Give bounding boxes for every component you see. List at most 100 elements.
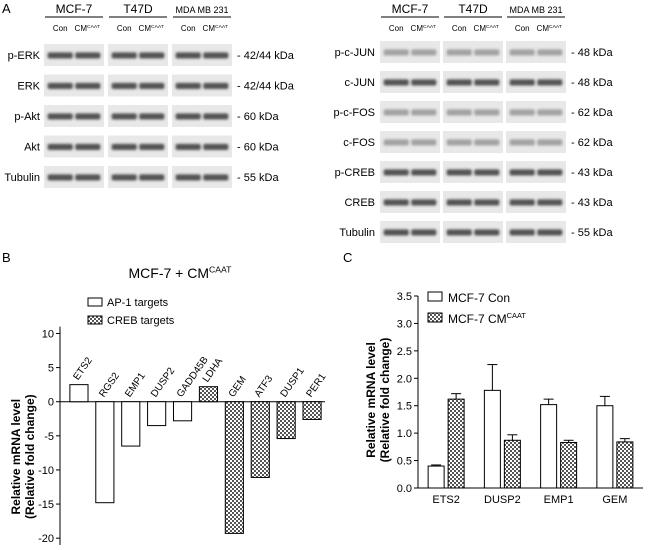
chart-b-bar: [276, 401, 296, 440]
cell-line-label: MCF-7: [392, 2, 429, 16]
panel-letter-a: A: [2, 1, 11, 16]
lane-label: CMCAAT: [537, 24, 562, 33]
lane-label: Con: [53, 24, 68, 33]
chart-b-category-label: GEM: [227, 374, 249, 399]
lane-label-main: Con: [181, 24, 196, 33]
blot-background: [172, 44, 232, 66]
size-label: - 42/44 kDa: [237, 50, 295, 62]
blot-background: [506, 101, 566, 123]
protein-band: [411, 79, 437, 86]
protein-band: [75, 113, 101, 120]
chart-b-bar: [147, 401, 167, 427]
protein-band: [383, 79, 409, 86]
protein-band: [411, 109, 437, 116]
chart-c-category-label: EMP1: [544, 494, 574, 506]
lane-label-main: CM: [411, 24, 424, 33]
protein-band: [75, 82, 101, 90]
chart-c-category-label: GEM: [602, 494, 627, 506]
protein-label: CREB: [344, 197, 375, 209]
lane-label-main: CM: [203, 24, 216, 33]
chart-c-bar: [447, 398, 465, 489]
lane-label-main: CM: [139, 24, 152, 33]
chart-b-y-tick-label: 0: [48, 397, 54, 409]
chart-c: 0.0 0.5 1.0 1.5 2.0 2.5 3.0 3.5 Relative mRNA le…: [364, 291, 643, 506]
lane-label-main: Con: [515, 24, 530, 33]
cell-line-label: MDA MB 231: [175, 5, 228, 15]
chart-b: MCF-7 + CMCAAT -20 -15 -10 -5 0 5 10 Relative mR…: [9, 264, 329, 545]
blot-background: [172, 135, 232, 158]
protein-band: [383, 139, 409, 146]
protein-label: p-CREB: [335, 167, 375, 179]
protein-label: p-ERK: [8, 50, 41, 62]
lane-label-main: CM: [537, 24, 550, 33]
chart-c-ylabel-line1: Relative mRNA level: [364, 342, 378, 458]
protein-band: [509, 199, 535, 206]
blot-background: [44, 166, 104, 188]
protein-band: [474, 109, 500, 116]
blot-background: [44, 105, 104, 127]
blot-background: [380, 191, 440, 213]
chart-c-y-tick-label: 1.5: [397, 401, 412, 413]
protein-band: [139, 82, 165, 90]
blot-background: [380, 161, 440, 183]
chart-c-legend-label-main: MCF-7 CM: [448, 312, 507, 326]
protein-band: [203, 52, 229, 59]
chart-c-legend-swatch: [427, 312, 443, 323]
blot-background: [380, 71, 440, 93]
lane-label-main: Con: [389, 24, 404, 33]
protein-band: [47, 82, 73, 90]
size-label: - 60 kDa: [237, 142, 279, 154]
protein-band: [411, 169, 437, 176]
protein-band: [47, 52, 73, 59]
blot-background: [44, 44, 104, 66]
lane-label: CMCAAT: [411, 24, 436, 33]
protein-band: [47, 143, 73, 151]
chart-c-bar: [616, 441, 634, 489]
chart-c-y-tick-label: 3.5: [397, 291, 412, 303]
blot-background: [443, 41, 503, 63]
protein-band: [47, 113, 73, 120]
lane-label-sup: CAAT: [215, 24, 228, 30]
blot-background: [443, 161, 503, 183]
blot-background: [44, 74, 104, 97]
blot-background: [380, 101, 440, 123]
protein-band: [111, 143, 137, 151]
chart-b-category-label: DUSP2: [149, 365, 177, 399]
protein-label: Tubulin: [4, 172, 40, 184]
blot-background: [506, 41, 566, 63]
blot-background: [443, 221, 503, 243]
chart-b-category-label: ETS2: [71, 355, 95, 382]
protein-label: p-Akt: [14, 111, 40, 123]
lane-label-sup: CAAT: [87, 24, 100, 30]
size-label: - 55 kDa: [571, 227, 613, 239]
chart-b-y-tick-label: -5: [44, 431, 54, 443]
protein-band: [175, 82, 201, 90]
chart-c-y-tick-label: 2.0: [397, 373, 412, 385]
chart-b-y-tick-label: 10: [42, 328, 54, 340]
blot-background: [506, 161, 566, 183]
protein-band: [203, 143, 229, 151]
lane-label-main: Con: [117, 24, 132, 33]
protein-band: [537, 139, 563, 146]
protein-band: [446, 49, 472, 56]
size-label: - 48 kDa: [571, 77, 613, 89]
lane-label-main: CM: [474, 24, 487, 33]
protein-band: [446, 79, 472, 86]
chart-b-y-tick-label: 5: [48, 363, 54, 375]
protein-label: p-c-JUN: [335, 47, 375, 59]
protein-band: [474, 169, 500, 176]
protein-band: [537, 169, 563, 176]
chart-b-legend-label: AP-1 targets: [107, 297, 169, 309]
protein-band: [111, 174, 137, 181]
protein-band: [47, 174, 73, 181]
chart-b-y-tick-label: -20: [38, 533, 54, 545]
size-label: - 48 kDa: [571, 47, 613, 59]
protein-band: [175, 113, 201, 120]
chart-b-bar: [69, 384, 89, 403]
protein-band: [383, 199, 409, 206]
size-label: - 62 kDa: [571, 107, 613, 119]
chart-b-legend-label: CREB targets: [107, 315, 175, 327]
chart-b-legend-swatch: [87, 297, 103, 307]
panel-letter-b: B: [2, 250, 11, 265]
chart-b-category-label: ATF3: [253, 373, 276, 399]
